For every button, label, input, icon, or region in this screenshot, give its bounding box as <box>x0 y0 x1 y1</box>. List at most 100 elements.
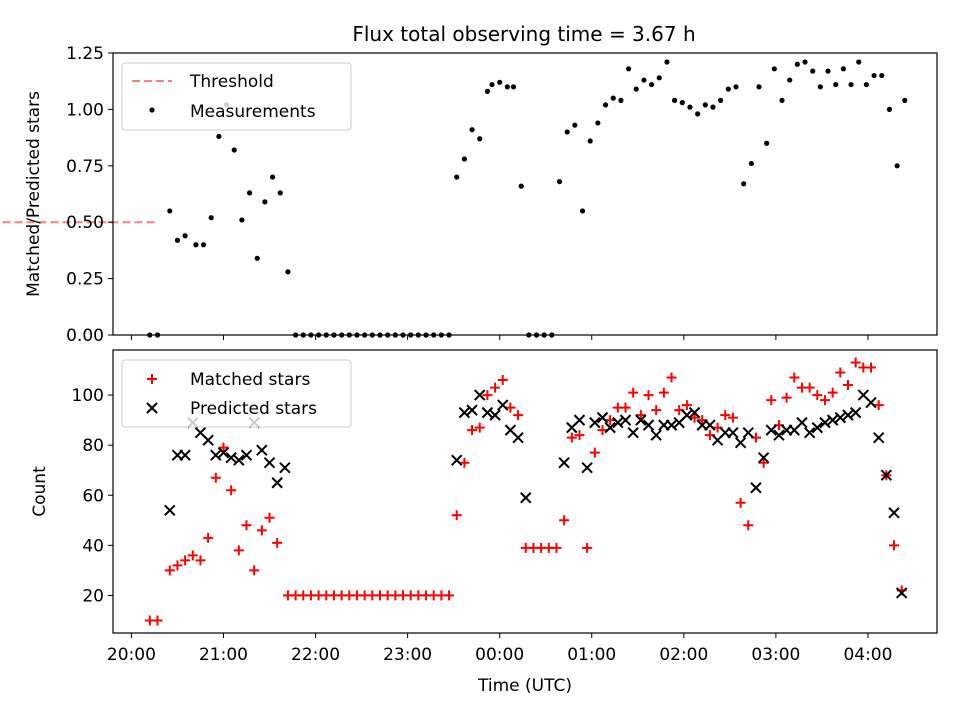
bottom-x-axis-ticks: 20:00 21:00 22:00 23:00 00:00 01:00 02:00 03:00… <box>107 633 892 665</box>
measurement-point <box>810 68 816 74</box>
matched-star-point <box>459 457 470 468</box>
measurement-point <box>231 147 237 153</box>
predicted-star-point <box>865 396 877 409</box>
measurement-point <box>484 88 491 94</box>
y-tick-label: 0.75 <box>66 157 104 177</box>
matched-star-point <box>226 485 237 496</box>
matched-star-point <box>819 395 830 406</box>
measurement-point <box>469 127 475 133</box>
predicted-star-point <box>842 409 854 421</box>
predicted-stars-points <box>164 389 908 599</box>
predicted-star-point <box>466 404 478 416</box>
predicted-star-point <box>688 406 701 419</box>
matched-star-point <box>643 390 654 401</box>
matched-star-point <box>620 402 631 413</box>
matched-star-point <box>497 375 508 386</box>
measurement-point <box>595 120 601 126</box>
matched-star-point <box>187 550 198 561</box>
measurement-point <box>602 102 609 108</box>
measurement-point <box>579 208 586 214</box>
matched-star-point <box>605 415 616 426</box>
measurement-point <box>748 160 754 167</box>
matched-star-point <box>180 555 191 566</box>
measurement-point <box>587 138 593 144</box>
matched-star-point <box>789 372 800 383</box>
predicted-star-point <box>665 419 678 431</box>
predicted-star-point <box>834 411 847 424</box>
measurement-point <box>200 242 207 248</box>
matched-star-point <box>866 362 877 373</box>
measurement-point <box>764 140 770 146</box>
matched-star-point <box>589 447 600 458</box>
predicted-star-point <box>896 587 908 599</box>
matched-star-point <box>566 432 577 443</box>
measurement-point <box>902 97 908 103</box>
matched-star-point <box>758 457 769 468</box>
bottom-axes-frame <box>112 349 938 634</box>
matched-star-point <box>743 520 754 531</box>
measurement-point <box>817 84 823 90</box>
predicted-star-point <box>704 419 716 431</box>
y-tick-label: 0.00 <box>66 326 104 346</box>
predicted-star-point <box>179 449 191 461</box>
predicted-star-point <box>773 429 785 441</box>
predicted-star-point <box>279 462 291 474</box>
matched-star-point <box>597 425 608 436</box>
predicted-star-point <box>604 421 616 434</box>
predicted-star-point <box>849 406 862 419</box>
top-x-axis-ticks <box>130 335 869 340</box>
predicted-star-point <box>612 416 624 429</box>
matched-star-point <box>152 615 163 626</box>
matched-star-point <box>444 590 455 601</box>
x-tick-label: 03:00 <box>751 645 800 665</box>
matched-star-point <box>727 412 738 423</box>
predicted-star-point <box>164 504 176 516</box>
predicted-star-point <box>880 469 893 481</box>
matched-star-point <box>172 560 183 571</box>
predicted-star-point <box>819 416 831 429</box>
predicted-star-point <box>650 429 662 441</box>
matched-star-point <box>490 382 501 393</box>
predicted-star-point <box>796 416 808 429</box>
matched-star-point <box>635 410 646 421</box>
legend-predicted-swatch <box>146 402 158 414</box>
top-legend: Threshold Measurements <box>121 62 352 131</box>
measurement-point <box>687 104 693 110</box>
predicted-star-point <box>458 406 471 419</box>
measurement-point <box>871 72 877 79</box>
predicted-star-point <box>742 426 754 439</box>
measurement-point <box>886 106 893 112</box>
predicted-star-point <box>635 414 647 426</box>
measurement-point <box>787 77 793 83</box>
x-tick-label: 02:00 <box>659 645 708 665</box>
matched-star-point <box>467 425 478 436</box>
matched-star-point <box>804 382 815 393</box>
y-tick-label: 60 <box>82 486 104 506</box>
predicted-star-point <box>256 444 268 456</box>
matched-star-point <box>812 390 823 401</box>
x-tick-label: 00:00 <box>475 645 524 665</box>
top-y-axis-ticks: 0.00 0.25 0.50 0.75 1.00 1.25 <box>66 44 113 346</box>
measurement-point <box>285 269 291 275</box>
measurement-point <box>518 183 524 189</box>
top-legend-box <box>121 62 352 131</box>
matched-star-point <box>164 565 175 576</box>
predicted-star-point <box>627 426 639 439</box>
measurement-point <box>733 84 739 90</box>
legend-measurements-label: Measurements <box>190 102 316 122</box>
matched-star-point <box>658 387 669 398</box>
measurement-point <box>454 174 460 180</box>
measurement-point <box>625 66 632 72</box>
y-tick-label: 80 <box>82 436 104 456</box>
measurement-point <box>174 237 181 243</box>
y-tick-label: 0.25 <box>66 270 104 290</box>
bottom-legend: Matched stars Predicted stars <box>121 359 352 428</box>
predicted-star-point <box>888 507 900 519</box>
matched-star-point <box>666 372 677 383</box>
chart-title: Flux total observing time = 3.67 h <box>352 22 695 46</box>
matched-star-point <box>210 472 221 483</box>
measurement-point <box>461 156 467 162</box>
predicted-star-point <box>619 414 632 426</box>
measurement-point <box>672 97 678 103</box>
